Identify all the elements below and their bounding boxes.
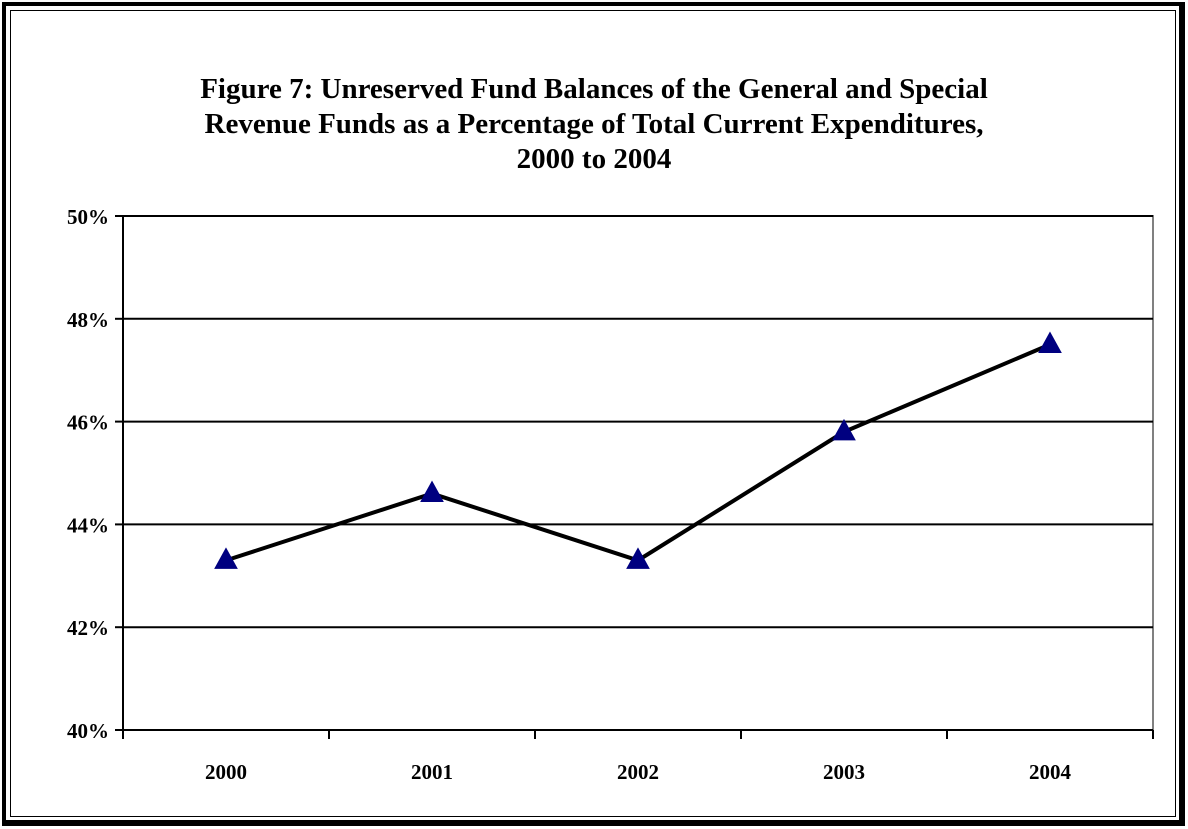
data-point-triangle-2002 bbox=[626, 547, 650, 569]
x-tick-label: 2001 bbox=[411, 760, 453, 784]
y-tick-label: 42% bbox=[67, 616, 109, 640]
chart-title-line-2: Revenue Funds as a Percentage of Total C… bbox=[204, 108, 984, 140]
y-tick-label: 40% bbox=[67, 719, 109, 743]
y-tick-label: 44% bbox=[67, 513, 109, 537]
x-tick-label: 2003 bbox=[823, 760, 865, 784]
inner-border bbox=[10, 10, 1176, 817]
x-tick-label: 2000 bbox=[205, 760, 247, 784]
y-tick-label: 50% bbox=[67, 205, 109, 229]
chart-title-line-3: 2000 to 2004 bbox=[516, 143, 672, 175]
data-point-triangle-2003 bbox=[832, 418, 856, 441]
data-point-triangle-2000 bbox=[214, 547, 238, 569]
chart-title-line-1: Figure 7: Unreserved Fund Balances of th… bbox=[200, 73, 988, 105]
plot-area-border bbox=[122, 215, 1154, 731]
data-point-triangle-2004 bbox=[1038, 331, 1062, 353]
x-tick-label: 2004 bbox=[1029, 760, 1072, 784]
series-line bbox=[225, 342, 1051, 563]
y-tick-label: 46% bbox=[67, 411, 109, 435]
x-tick-label: 2002 bbox=[617, 760, 659, 784]
data-point-triangle-2001 bbox=[420, 480, 444, 503]
y-tick-label: 48% bbox=[67, 308, 109, 332]
